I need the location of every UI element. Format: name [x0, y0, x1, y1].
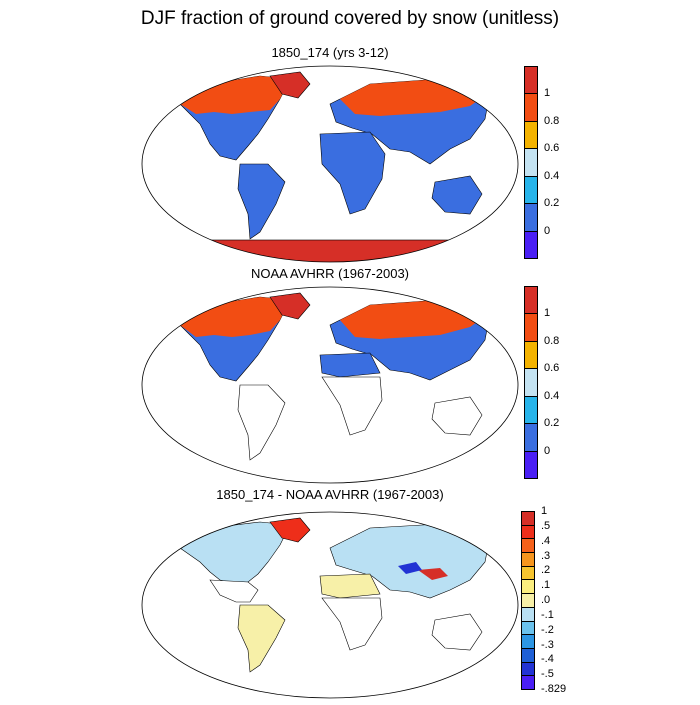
south-america-diff: [237, 604, 286, 673]
africa-outline: [321, 597, 383, 651]
panel-2-title: NOAA AVHRR (1967-2003): [251, 266, 409, 281]
colorbar-cell: [524, 203, 538, 232]
africa-land: [319, 352, 381, 378]
colorbar-cell: [521, 579, 535, 595]
south-america-outline: [237, 384, 286, 461]
colorbar-label: 0: [544, 224, 551, 237]
colorbar-cell: [524, 175, 538, 205]
colorbar-cell: [524, 148, 538, 177]
colorbar-label: 0.4: [544, 389, 560, 402]
map-difference: [141, 511, 519, 699]
colorbar-label: 0.6: [544, 362, 560, 375]
asia-negative: [398, 562, 422, 574]
colorbar-cell: [524, 230, 538, 259]
colorbar-label: -.5: [541, 668, 554, 681]
greenland-land: [269, 292, 311, 320]
colorbar-diff: 1 .5 .4 .3 .2 .1 .0 -.1 -.2 -.3 -.4 -.5 -.829: [521, 506, 581, 695]
map-obs-snow-fraction: [141, 286, 519, 484]
africa-outline: [321, 376, 383, 436]
colorbar-label: .5: [541, 519, 551, 532]
australia-outline: [431, 396, 483, 436]
map-model-snow-fraction: [141, 65, 519, 263]
colorbar-label: -.829: [541, 683, 567, 695]
colorbar-cell: [524, 66, 538, 95]
colorbar-label: 1: [544, 87, 551, 100]
colorbar-label: 0: [544, 444, 551, 457]
colorbar-cell: [521, 511, 535, 526]
panel-1-title: 1850_174 (yrs 3-12): [271, 45, 389, 60]
australia-outline: [431, 613, 483, 651]
colorbar-cell: [521, 647, 535, 663]
colorbar-cell: [524, 450, 538, 479]
greenland-diff: [269, 517, 311, 543]
antarctica-land: [199, 239, 471, 262]
colorbar-label: -.1: [541, 608, 554, 621]
colorbar-label: 0.4: [544, 169, 560, 182]
colorbar-label: 0.2: [544, 417, 560, 430]
colorbar-label: -.2: [541, 623, 554, 636]
south-america-land: [237, 163, 286, 240]
colorbar-label: .4: [541, 534, 551, 547]
australia-land: [431, 175, 483, 215]
colorbar-cell: [524, 313, 538, 342]
africa-diff: [319, 573, 381, 599]
colorbar-cell: [521, 675, 535, 690]
colorbar-abs-2: 1 0.8 0.6 0.4 0.2 0: [524, 286, 584, 479]
africa-land: [319, 131, 386, 215]
colorbar-cell: [524, 395, 538, 425]
colorbar-label: 0.2: [544, 197, 560, 210]
colorbar-label: 0.8: [544, 114, 560, 127]
figure-title: DJF fraction of ground covered by snow (…: [140, 8, 560, 29]
colorbar-cell: [521, 552, 535, 567]
colorbar-cell: [521, 565, 535, 581]
greenland-land: [269, 71, 311, 99]
tibet-positive: [418, 568, 448, 580]
colorbar-label: -.4: [541, 653, 554, 666]
colorbar-label: .1: [541, 579, 551, 592]
colorbar-label: 1: [541, 505, 548, 517]
colorbar-label: 0.8: [544, 334, 560, 347]
north-america-snow: [180, 76, 290, 114]
panel-3-title: 1850_174 - NOAA AVHRR (1967-2003): [216, 487, 444, 502]
north-america-diff: [179, 521, 291, 585]
colorbar-cell: [521, 606, 535, 622]
colorbar-cell: [524, 340, 538, 370]
colorbar-label: -.3: [541, 638, 554, 651]
colorbar-label: .0: [541, 594, 551, 606]
colorbar-cell: [521, 634, 535, 649]
colorbar-cell: [524, 423, 538, 452]
colorbar-label: 0.6: [544, 142, 560, 155]
colorbar-abs-1: 1 0.8 0.6 0.4 0.2 0: [524, 66, 584, 259]
colorbar-cell: [524, 368, 538, 397]
colorbar-label: .3: [541, 549, 551, 562]
colorbar-cell: [521, 661, 535, 677]
colorbar-cell: [521, 593, 535, 608]
map-outline: [141, 65, 519, 263]
north-america-outline: [209, 579, 259, 603]
colorbar-cell: [521, 538, 535, 554]
colorbar-cell: [524, 120, 538, 150]
map-outline: [141, 511, 519, 699]
colorbar-cell: [524, 93, 538, 122]
colorbar-label: .2: [541, 564, 551, 577]
map-outline: [141, 286, 519, 484]
colorbar-cell: [521, 524, 535, 540]
colorbar-cell: [524, 286, 538, 315]
colorbar-cell: [521, 620, 535, 636]
colorbar-label: 1: [544, 307, 551, 320]
